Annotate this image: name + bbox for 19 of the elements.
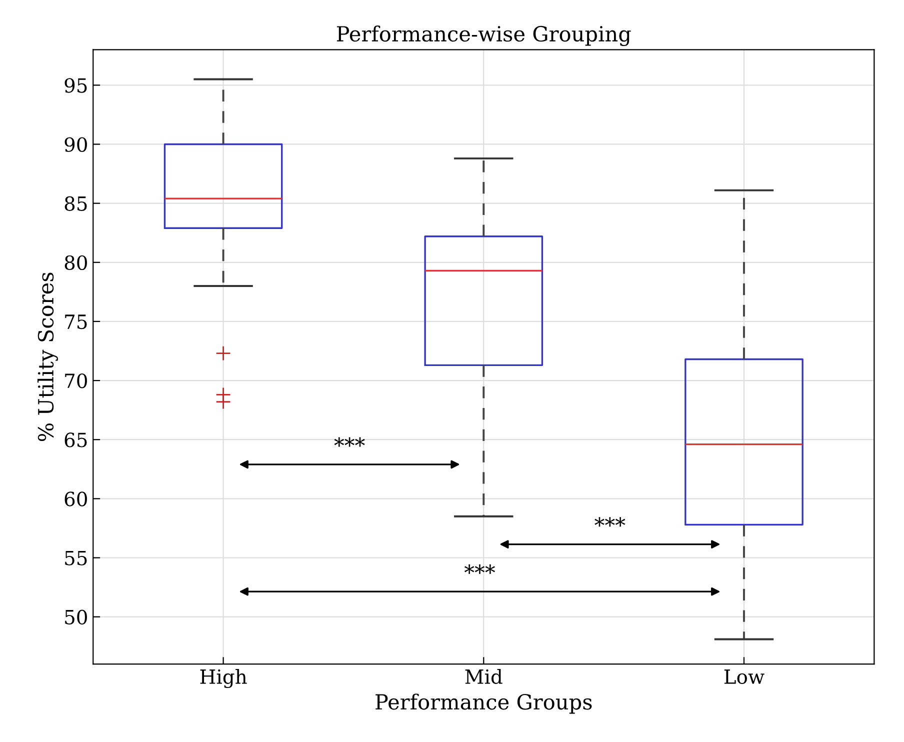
- x-tick-label: Mid: [465, 668, 502, 684]
- y-tick-label: 65: [64, 432, 87, 448]
- chart-title: Performance-wise Grouping: [336, 26, 631, 46]
- y-tick-label: 55: [65, 550, 87, 566]
- y-tick-label: 60: [64, 492, 87, 506]
- annotation: ***: [334, 437, 365, 447]
- y-tick-label: 50: [65, 610, 87, 624]
- x-axis-title: Performance Groups: [376, 694, 592, 714]
- annotation: ***: [594, 517, 626, 527]
- y-axis-title: % Utility Scores: [37, 272, 58, 442]
- y-tick-label: 70: [65, 373, 87, 388]
- annotation: ***: [464, 564, 496, 574]
- y-tick-label: 80: [64, 255, 87, 270]
- y-tick-label: 90: [64, 137, 87, 152]
- y-tick-label: 85: [64, 196, 87, 211]
- x-tick-label: High: [200, 668, 247, 688]
- y-tick-label: 75: [65, 314, 87, 330]
- y-tick-label: 95: [64, 78, 87, 93]
- x-tick-label: Low: [724, 670, 764, 684]
